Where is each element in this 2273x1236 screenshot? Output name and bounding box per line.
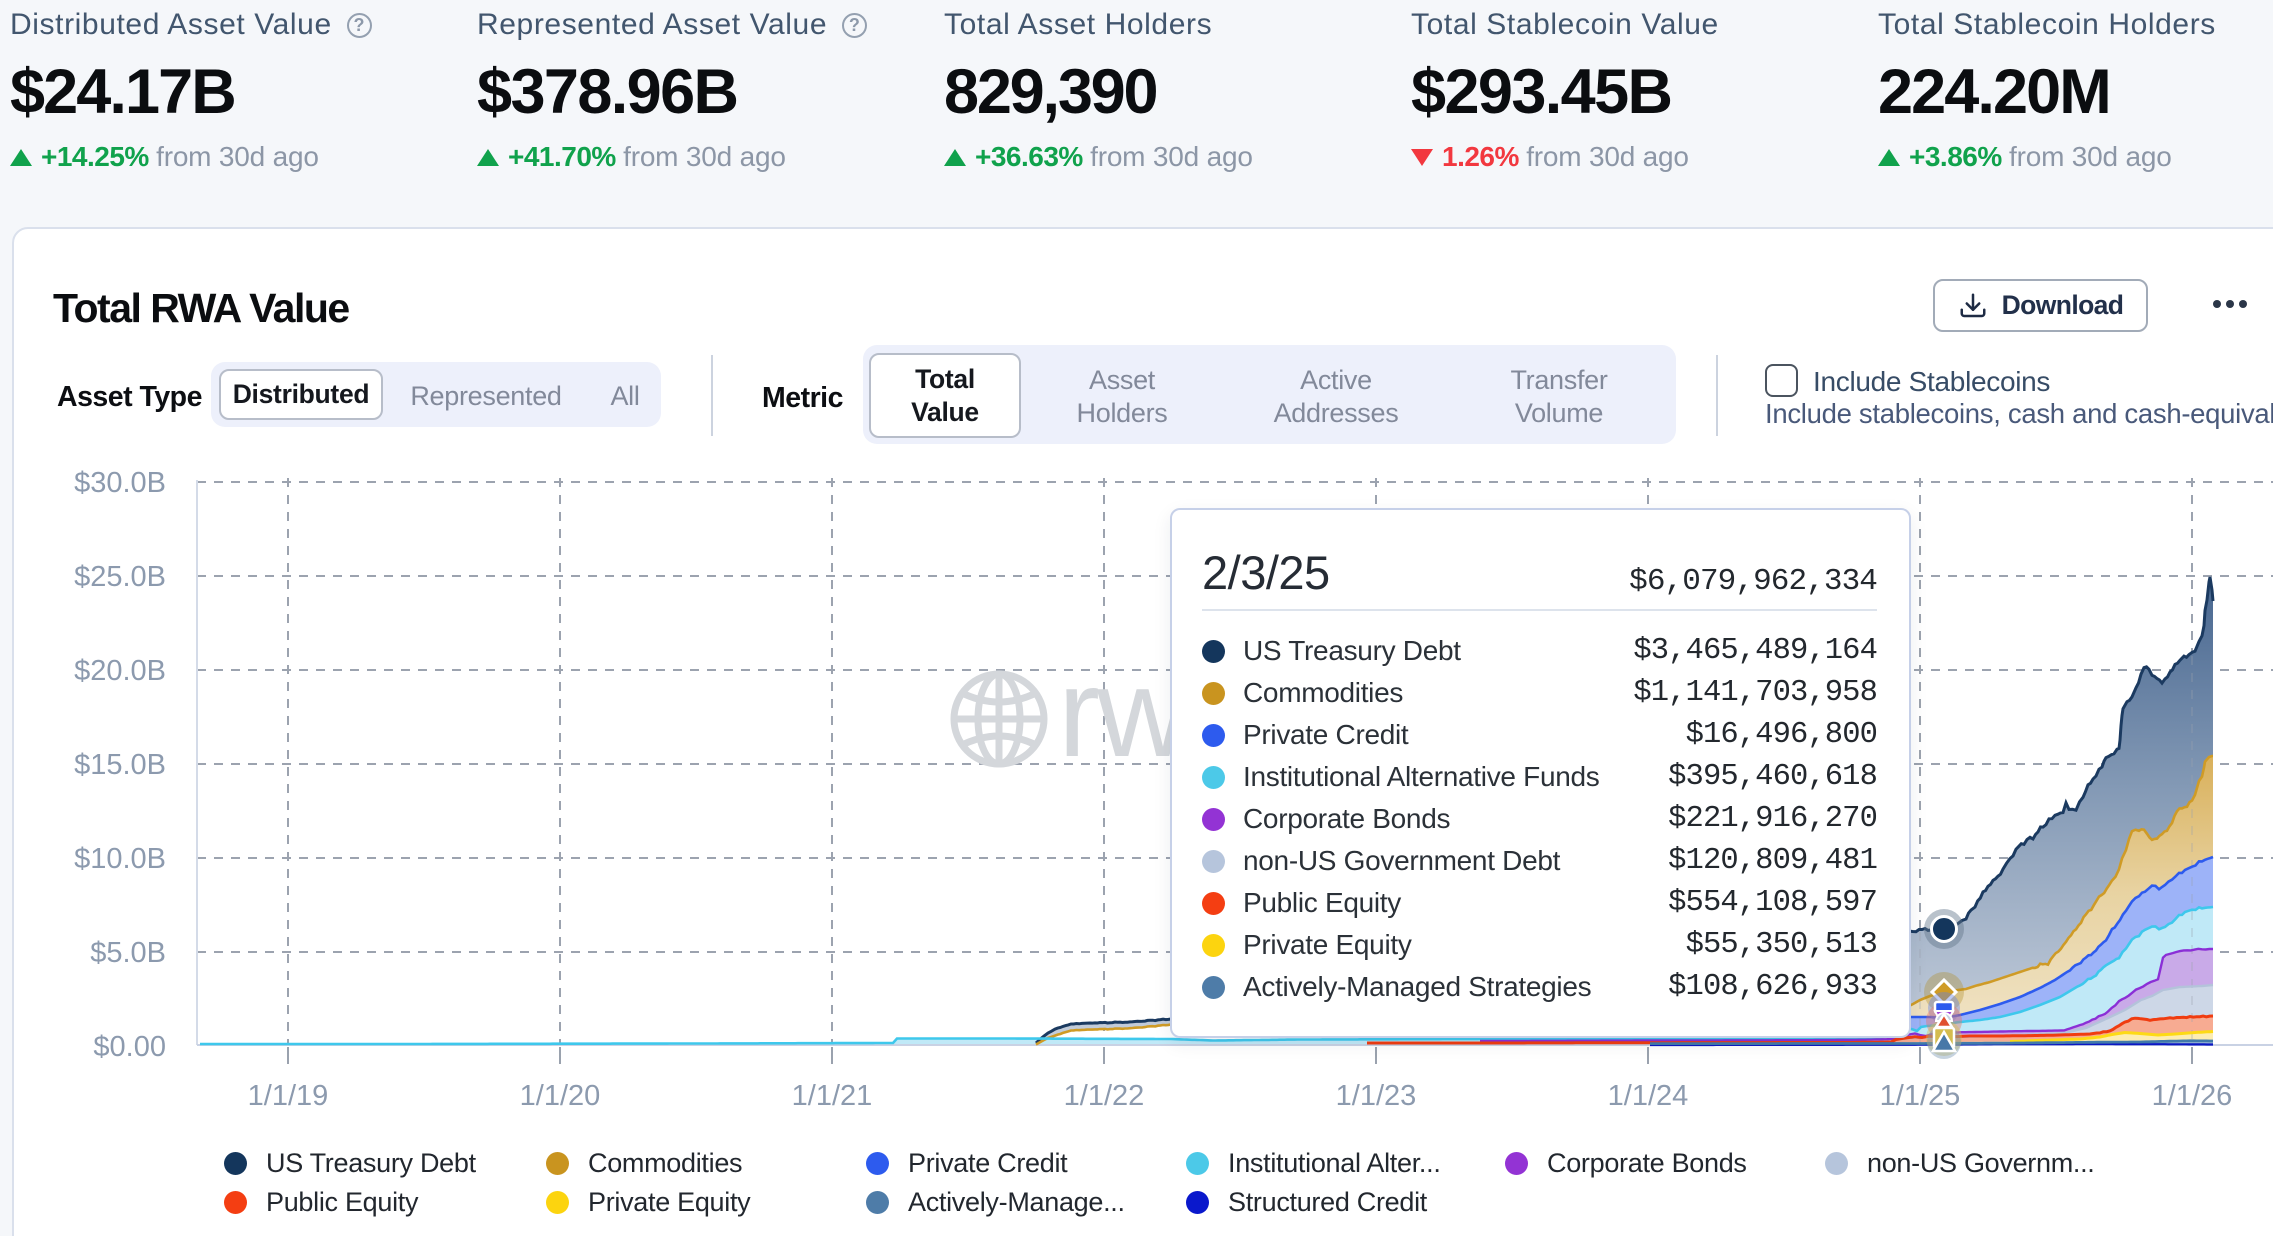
svg-text:$25.0B: $25.0B	[74, 561, 166, 593]
svg-text:$30.0B: $30.0B	[74, 467, 166, 499]
svg-text:1/1/20: 1/1/20	[520, 1080, 601, 1112]
svg-text:$15.0B: $15.0B	[74, 749, 166, 781]
svg-text:$20.0B: $20.0B	[74, 655, 166, 687]
svg-text:1/1/19: 1/1/19	[248, 1080, 329, 1112]
svg-text:1/1/26: 1/1/26	[2152, 1080, 2233, 1112]
svg-text:1/1/25: 1/1/25	[1880, 1080, 1961, 1112]
svg-text:$5.0B: $5.0B	[90, 937, 166, 969]
svg-text:1/1/22: 1/1/22	[1064, 1080, 1145, 1112]
svg-text:1/1/21: 1/1/21	[792, 1080, 873, 1112]
svg-text:rw: rw	[1058, 642, 1189, 783]
svg-text:$0.00: $0.00	[93, 1031, 166, 1063]
svg-text:1/1/24: 1/1/24	[1608, 1080, 1689, 1112]
svg-text:1/1/23: 1/1/23	[1336, 1080, 1417, 1112]
svg-text:$10.0B: $10.0B	[74, 843, 166, 875]
